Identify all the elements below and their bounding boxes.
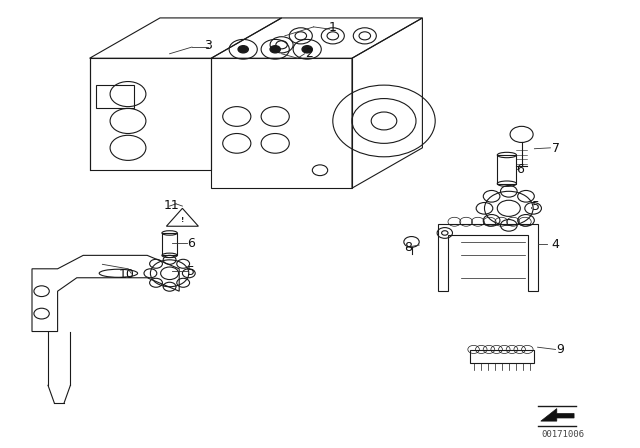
Bar [96,85,134,108]
Bar [162,233,177,255]
Text: 00171006: 00171006 [541,430,585,439]
Text: 5: 5 [187,265,195,278]
Text: 3: 3 [204,39,212,52]
Text: 7: 7 [552,142,559,155]
Text: 6: 6 [516,163,524,176]
Text: 1: 1 [329,21,337,34]
Polygon shape [541,409,574,421]
Text: 5: 5 [532,199,540,213]
Circle shape [238,46,248,53]
Text: !: ! [180,217,184,224]
Circle shape [302,46,312,53]
Circle shape [270,46,280,53]
Bar [470,350,534,363]
Text: 9: 9 [556,343,564,356]
Text: 11: 11 [164,198,179,212]
Text: 6: 6 [187,237,195,250]
Bar [497,155,516,184]
Text: 2: 2 [305,47,313,60]
Text: 8: 8 [404,241,412,254]
Text: 10: 10 [119,267,134,281]
Text: 4: 4 [552,237,559,251]
